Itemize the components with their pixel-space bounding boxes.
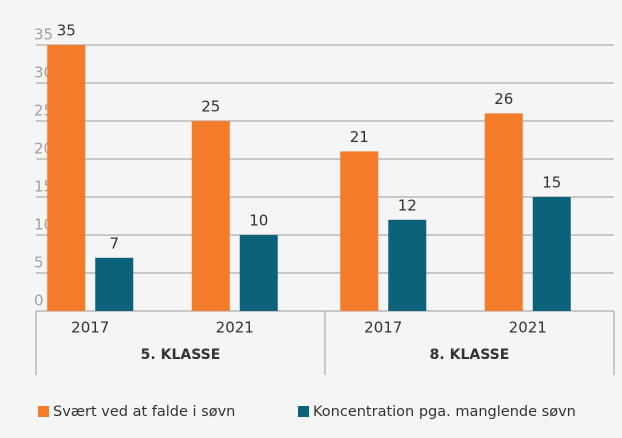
y-tick-label: 5: [34, 254, 44, 272]
legend-label: Koncentration pga. manglende søvn: [313, 404, 576, 420]
x-tick-label: 2017: [364, 319, 402, 337]
x-tick-label: 2017: [71, 319, 109, 337]
legend-label: Svært ved at falde i søvn: [53, 404, 235, 420]
data-label: 21: [350, 128, 369, 146]
data-label: 7: [109, 234, 119, 252]
bar: [95, 257, 134, 311]
x-tick-label: 2021: [216, 319, 254, 337]
bar: [191, 121, 230, 311]
bar: [239, 235, 278, 311]
data-label: 26: [494, 90, 513, 108]
bar: [484, 113, 523, 312]
bar: [340, 151, 379, 311]
data-label: 10: [249, 212, 268, 230]
data-label: 12: [398, 196, 417, 214]
bar: [532, 197, 571, 311]
y-tick-label: 35: [34, 26, 53, 44]
data-label: 25: [201, 98, 220, 116]
legend-swatch: [298, 406, 309, 417]
legend-swatch: [38, 406, 49, 417]
x-tick-label: 2021: [509, 319, 547, 337]
group-label: 5. KLASSE: [141, 347, 221, 363]
group-label: 8. KLASSE: [430, 347, 510, 363]
y-tick-label: 0: [34, 292, 44, 310]
data-label: 35: [57, 22, 76, 40]
data-label: 15: [542, 174, 561, 192]
bar: [47, 45, 86, 311]
bar: [388, 219, 427, 311]
